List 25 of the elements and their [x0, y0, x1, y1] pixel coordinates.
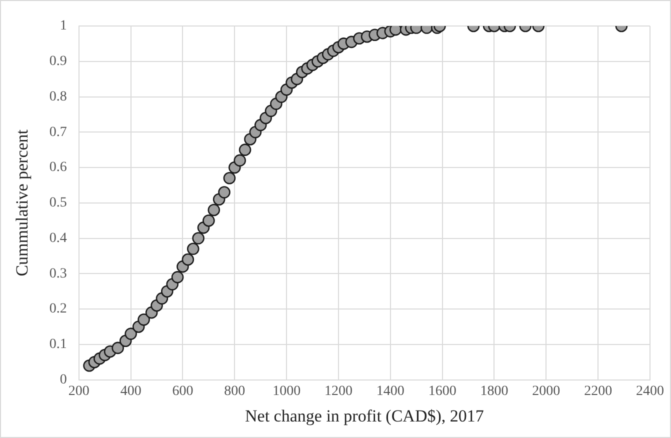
x-axis-title: Net change in profit (CAD$), 2017 [245, 406, 484, 426]
y-tick-label: 0.5 [49, 196, 67, 211]
y-tick-label: 0.7 [49, 124, 67, 140]
y-tick-label: 0.2 [49, 302, 67, 317]
x-tick-label: 1200 [324, 384, 352, 399]
x-tick-label: 1800 [480, 384, 508, 399]
y-tick-label: 0.1 [49, 337, 67, 352]
y-tick-label: 0 [60, 372, 67, 388]
y-tick-label: 0.8 [49, 89, 67, 104]
y-tick-label: 1 [60, 18, 67, 34]
x-tick-label: 800 [224, 384, 246, 399]
y-tick-label: 0.3 [49, 266, 67, 282]
y-tick-label: 0.4 [49, 230, 67, 246]
x-tick-label: 2400 [636, 384, 664, 399]
x-tick-label: 600 [172, 384, 194, 399]
y-tick-label: 0.9 [49, 54, 67, 70]
x-tick-label: 1400 [376, 384, 404, 399]
x-tick-label: 2000 [532, 384, 560, 399]
x-tick-label: 1600 [428, 384, 456, 399]
x-tick-label: 2200 [584, 384, 612, 399]
x-tick-label: 400 [120, 384, 142, 399]
y-axis-title: Cummulative percent [12, 129, 32, 276]
x-tick-label: 1000 [272, 384, 301, 399]
y-tick-label: 0.6 [49, 160, 67, 176]
x-tick-label: 200 [68, 384, 90, 399]
